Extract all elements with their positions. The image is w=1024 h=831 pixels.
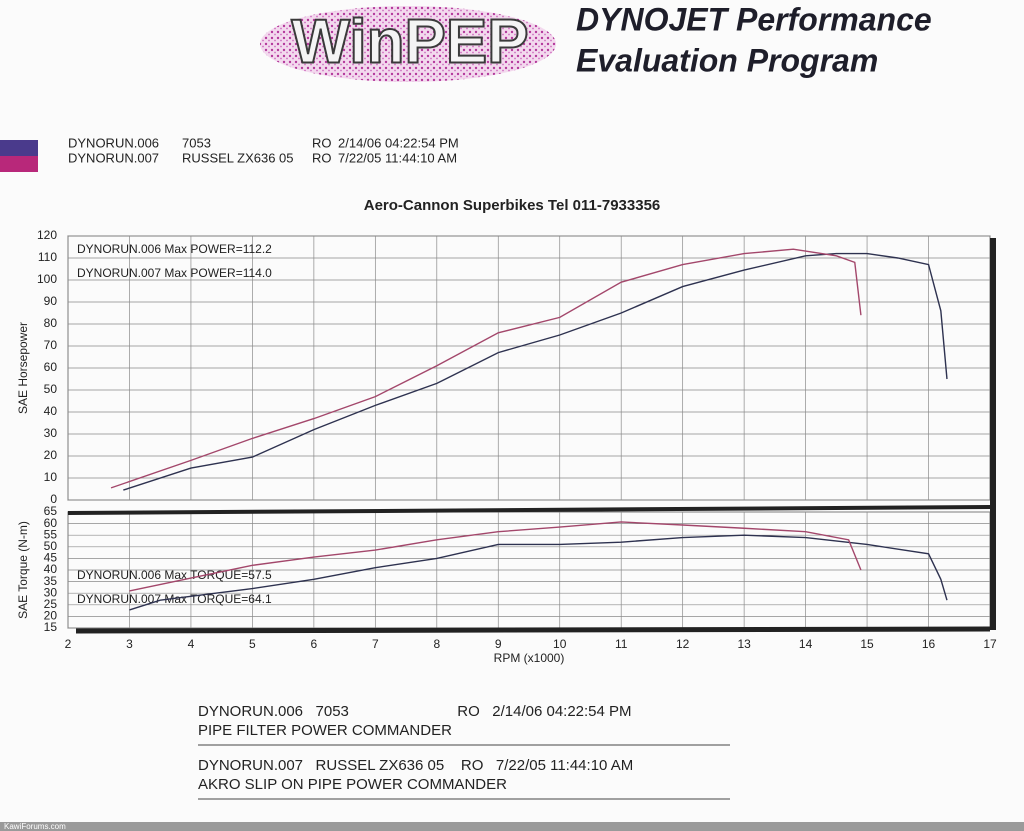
y-tick-label: 80 xyxy=(44,316,58,330)
x-tick-label: 15 xyxy=(860,637,874,651)
x-tick-label: 3 xyxy=(126,637,133,651)
run-file: DYNORUN.007 xyxy=(68,150,159,165)
y-tick-label: 65 xyxy=(44,504,58,518)
run-file: DYNORUN.006 xyxy=(68,135,159,150)
run-id: 7053 xyxy=(182,135,211,150)
data-line xyxy=(123,252,948,491)
y-tick-label: 0 xyxy=(50,492,57,506)
x-tick-label: 13 xyxy=(737,637,751,651)
y-tick-label: 120 xyxy=(37,228,57,242)
run-id: RUSSEL ZX636 05 xyxy=(182,150,294,165)
shop-title: Aero-Cannon Superbikes Tel 011-7933356 xyxy=(364,197,661,214)
x-tick-label: 8 xyxy=(433,637,440,651)
y-tick-label: 55 xyxy=(44,527,58,541)
y-tick-label: 50 xyxy=(44,539,58,553)
y-tick-label: 40 xyxy=(44,404,58,418)
y-tick-label: 45 xyxy=(44,551,58,565)
x-tick-label: 5 xyxy=(249,637,256,651)
x-tick-label: 10 xyxy=(553,637,567,651)
x-tick-label: 2 xyxy=(65,637,72,651)
x-tick-label: 9 xyxy=(495,637,502,651)
y-tick-label: 30 xyxy=(44,585,58,599)
y-tick-label: 15 xyxy=(44,620,58,634)
y-tick-label: 20 xyxy=(44,448,58,462)
y-tick-label: 20 xyxy=(44,609,58,623)
y-tick-label: 25 xyxy=(44,597,58,611)
annotation: DYNORUN.006 Max POWER=112.2 xyxy=(77,242,272,256)
color-swatch xyxy=(0,140,38,156)
logo: WinPEP xyxy=(291,7,528,76)
run-code: RO xyxy=(312,150,332,165)
y-tick-label: 70 xyxy=(44,338,58,352)
y-tick-label: 90 xyxy=(44,294,58,308)
data-line xyxy=(129,521,862,592)
annotation: DYNORUN.007 Max TORQUE=64.1 xyxy=(77,592,272,606)
y-tick-label: 50 xyxy=(44,382,58,396)
x-tick-label: 12 xyxy=(676,637,690,651)
y-tick-label: 60 xyxy=(44,516,58,530)
y-tick-label: 35 xyxy=(44,574,58,588)
y-tick-label: 110 xyxy=(38,250,57,264)
y-tick-label: 60 xyxy=(44,360,58,374)
logo-background xyxy=(260,6,556,82)
watermark: KawiForums.com xyxy=(4,822,66,831)
watermark-bar xyxy=(0,822,1024,831)
run-date: 2/14/06 04:22:54 PM xyxy=(338,135,459,150)
header-title: DYNOJET Performance xyxy=(576,1,932,37)
footer-line: DYNORUN.007 RUSSEL ZX636 05 RO 7/22/05 1… xyxy=(198,757,633,774)
run-list: DYNORUN.006 7053 RO 2/14/06 04:22:54 PM DYNO… xyxy=(68,135,459,165)
y-axis-label: SAE Horsepower xyxy=(16,322,30,414)
annotation: DYNORUN.007 Max POWER=114.0 xyxy=(77,266,272,280)
x-tick-label: 7 xyxy=(372,637,379,651)
footer: DYNORUN.006 7053 RO 2/14/06 04:22:54 PM P… xyxy=(198,703,730,800)
x-tick-label: 4 xyxy=(188,637,195,651)
data-line xyxy=(110,248,862,489)
y-tick-label: 40 xyxy=(44,562,58,576)
footer-line: AKRO SLIP ON PIPE POWER COMMANDER xyxy=(198,776,507,793)
footer-line: DYNORUN.006 7053 RO 2/14/06 04:22:54 PM xyxy=(198,703,632,720)
x-axis-label: RPM (x1000) xyxy=(494,651,565,665)
annotation: DYNORUN.006 Max TORQUE=57.5 xyxy=(77,568,272,582)
x-tick-label: 14 xyxy=(799,637,813,651)
footer-line: PIPE FILTER POWER COMMANDER xyxy=(198,722,452,739)
bottom-border xyxy=(75,626,991,634)
pane-divider xyxy=(67,505,991,515)
x-tick-label: 17 xyxy=(983,637,997,651)
y-tick-label: 10 xyxy=(44,470,58,484)
run-code: RO xyxy=(312,135,332,150)
header-title: Evaluation Program xyxy=(576,42,878,78)
x-tick-label: 11 xyxy=(615,637,628,651)
y-tick-label: 30 xyxy=(44,426,58,440)
x-tick-label: 16 xyxy=(922,637,936,651)
x-tick-label: 6 xyxy=(311,637,318,651)
data-line xyxy=(129,534,948,611)
run-date: 7/22/05 11:44:10 AM xyxy=(338,150,457,165)
color-swatch xyxy=(0,156,38,172)
charts: 0 10 20 30 40 50 60 70 80 90 100 110 120 SAE Horsepow… xyxy=(16,228,997,665)
y-tick-label: 100 xyxy=(37,272,57,286)
y-axis-label: SAE Torque (N-m) xyxy=(16,521,30,619)
